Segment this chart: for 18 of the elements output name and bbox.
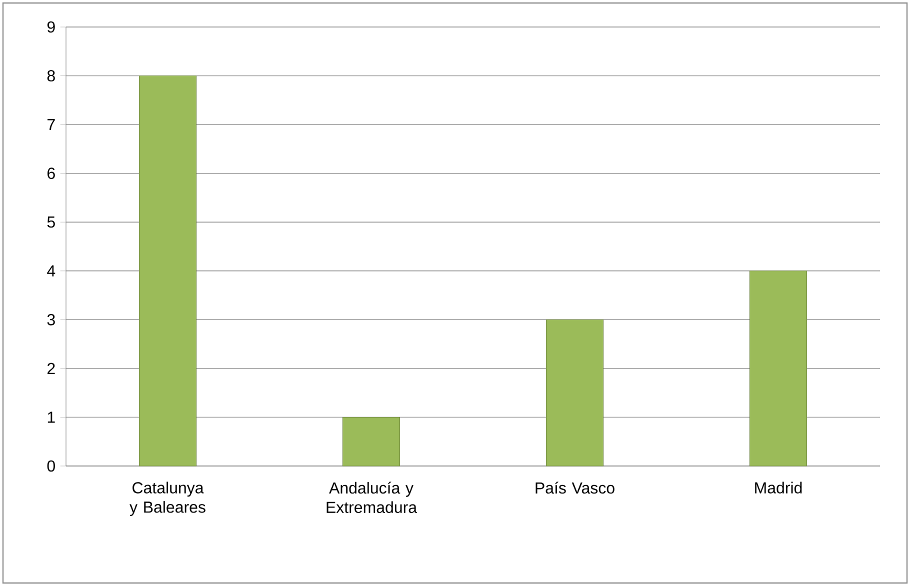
y-tick-label: 8 (47, 70, 55, 82)
y-tick-label: 3 (47, 314, 55, 326)
x-tick-label: Andalucía y Extremadura (326, 482, 418, 513)
bar (546, 319, 604, 466)
y-tick-label: 9 (47, 21, 55, 33)
bar (342, 416, 400, 466)
y-tick-label: 0 (47, 460, 55, 472)
bar (138, 76, 197, 466)
y-tick-label: 1 (48, 412, 55, 423)
bar (749, 270, 808, 466)
x-tick-label: Catalunya y Baleares (130, 482, 206, 516)
y-tick-label: 7 (48, 119, 55, 130)
x-tick-label: País Vasco (536, 482, 614, 494)
y-tick-label: 5 (47, 216, 55, 228)
y-tick-label: 6 (48, 168, 55, 179)
y-tick-label: 2 (47, 362, 55, 374)
y-tick-label: 4 (47, 265, 56, 276)
x-tick-label: Madrid (755, 482, 802, 494)
